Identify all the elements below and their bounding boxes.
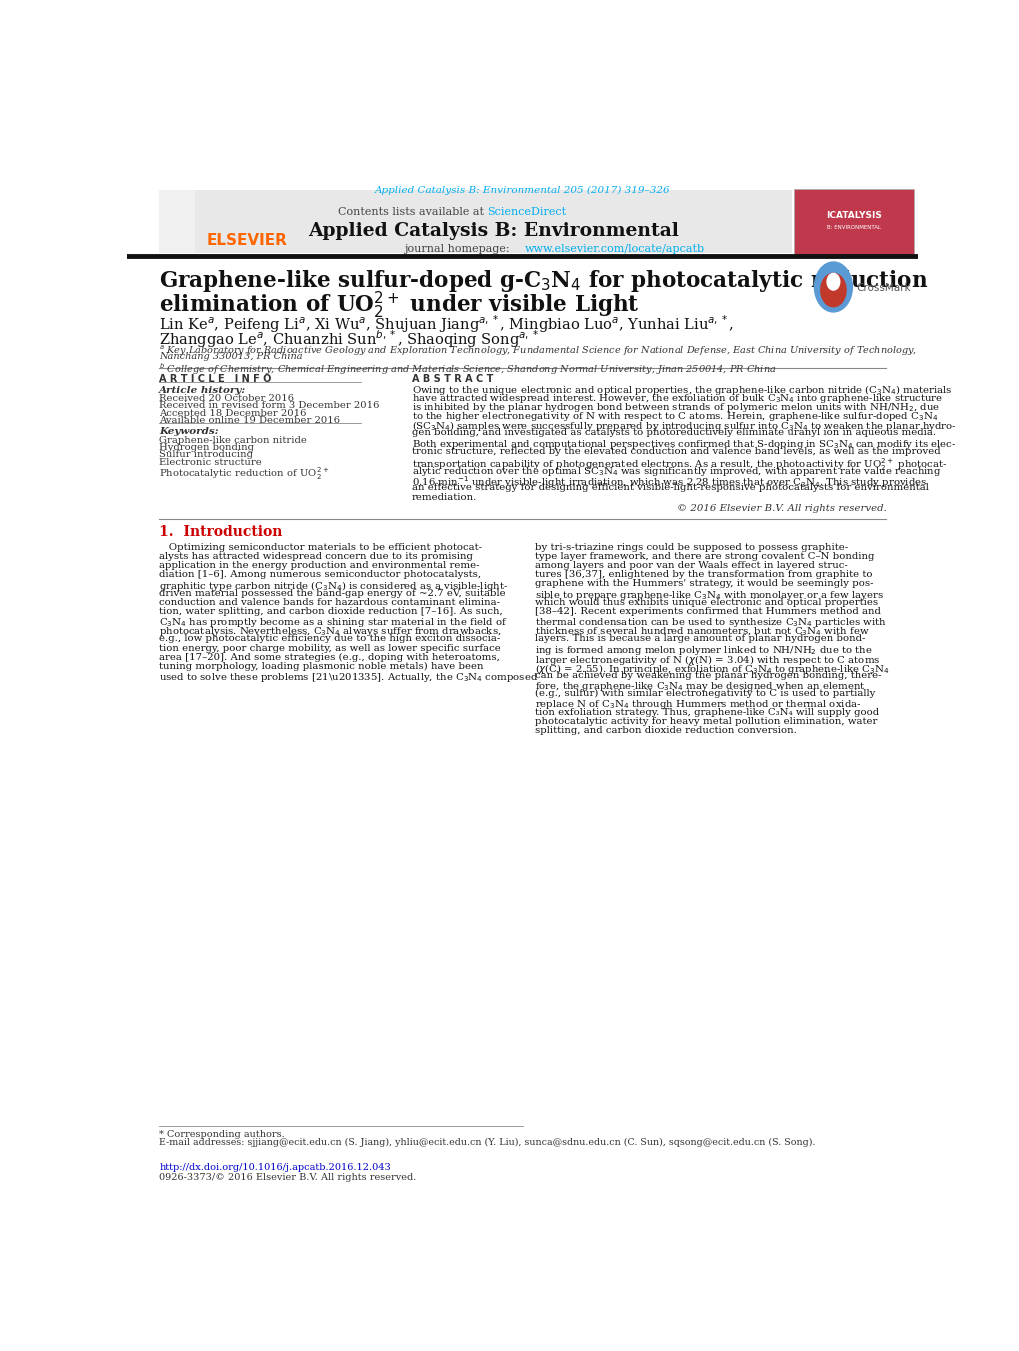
Text: © 2016 Elsevier B.V. All rights reserved.: © 2016 Elsevier B.V. All rights reserved…: [676, 504, 886, 513]
Text: Article history:: Article history:: [159, 386, 247, 394]
Text: gen bonding, and investigated as catalysts to photoreductively eliminate uranyl : gen bonding, and investigated as catalys…: [412, 428, 935, 438]
Text: www.elsevier.com/locate/apcatb: www.elsevier.com/locate/apcatb: [525, 245, 704, 254]
Text: photocatalytic activity for heavy metal pollution elimination, water: photocatalytic activity for heavy metal …: [534, 717, 876, 725]
Text: by tri-s-triazine rings could be supposed to possess graphite-: by tri-s-triazine rings could be suppose…: [534, 543, 847, 551]
Text: Graphene-like carbon nitride: Graphene-like carbon nitride: [159, 436, 307, 444]
Text: Both experimental and computational perspectives confirmed that S-doping in SC$_: Both experimental and computational pers…: [412, 438, 956, 451]
Text: Photocatalytic reduction of UO$_2^{2+}$: Photocatalytic reduction of UO$_2^{2+}$: [159, 465, 329, 482]
Text: fore, the graphene-like C$_3$N$_4$ may be designed when an element: fore, the graphene-like C$_3$N$_4$ may b…: [534, 680, 864, 693]
Text: $^b$ College of Chemistry, Chemical Engineering and Materials Science, Shandong : $^b$ College of Chemistry, Chemical Engi…: [159, 361, 775, 377]
Text: remediation.: remediation.: [412, 493, 477, 501]
Text: tion exfoliation strategy. Thus, graphene-like C₃N₄ will supply good: tion exfoliation strategy. Thus, graphen…: [534, 708, 878, 716]
Text: (SC$_3$N$_4$) samples were successfully prepared by introducing sulfur into C$_3: (SC$_3$N$_4$) samples were successfully …: [412, 419, 956, 434]
Text: Available online 19 December 2016: Available online 19 December 2016: [159, 416, 339, 426]
Circle shape: [826, 273, 839, 290]
Text: Lin Ke$^a$, Peifeng Li$^a$, Xi Wu$^a$, Shujuan Jiang$^{a,*}$, Mingbiao Luo$^a$, : Lin Ke$^a$, Peifeng Li$^a$, Xi Wu$^a$, S…: [159, 313, 734, 335]
Text: Owing to the unique electronic and optical properties, the graphene-like carbon : Owing to the unique electronic and optic…: [412, 382, 952, 397]
Text: to the higher electronegativity of N with respect to C atoms. Herein, graphene-l: to the higher electronegativity of N wit…: [412, 411, 937, 423]
Text: photocatalysis. Nevertheless, C$_3$N$_4$ always suffer from drawbacks,: photocatalysis. Nevertheless, C$_3$N$_4$…: [159, 626, 501, 638]
Text: thermal condensation can be used to synthesize C$_3$N$_4$ particles with: thermal condensation can be used to synt…: [534, 616, 886, 630]
Text: used to solve these problems [21\u201335]. Actually, the C$_3$N$_4$ composed: used to solve these problems [21\u201335…: [159, 671, 538, 684]
Text: A R T I C L E   I N F O: A R T I C L E I N F O: [159, 374, 271, 384]
Text: [38–42]. Recent experiments confirmed that Hummers method and: [38–42]. Recent experiments confirmed th…: [534, 607, 879, 616]
Text: elimination of UO$_2^{2+}$ under visible Light: elimination of UO$_2^{2+}$ under visible…: [159, 290, 639, 322]
Text: 1.  Introduction: 1. Introduction: [159, 526, 282, 539]
FancyBboxPatch shape: [159, 190, 195, 253]
Text: (e.g., sulfur) with similar electronegativity to C is used to partially: (e.g., sulfur) with similar electronegat…: [534, 689, 874, 698]
Text: diation [1–6]. Among numerous semiconductor photocatalysts,: diation [1–6]. Among numerous semiconduc…: [159, 570, 481, 580]
Text: ScienceDirect: ScienceDirect: [487, 207, 566, 218]
Text: Received 20 October 2016: Received 20 October 2016: [159, 394, 293, 403]
Text: splitting, and carbon dioxide reduction conversion.: splitting, and carbon dioxide reduction …: [534, 725, 796, 735]
Text: Zhanggao Le$^a$, Chuanzhi Sun$^{b,*}$, Shaoqing Song$^{a,*}$: Zhanggao Le$^a$, Chuanzhi Sun$^{b,*}$, S…: [159, 328, 539, 350]
Text: 0926-3373/© 2016 Elsevier B.V. All rights reserved.: 0926-3373/© 2016 Elsevier B.V. All right…: [159, 1173, 416, 1182]
Text: graphene with the Hummers' strategy, it would be seemingly pos-: graphene with the Hummers' strategy, it …: [534, 580, 872, 589]
Text: among layers and poor van der Waals effect in layered struc-: among layers and poor van der Waals effe…: [534, 561, 847, 570]
Text: ICATALYSIS: ICATALYSIS: [825, 211, 881, 220]
Text: sible to prepare graphene-like C$_3$N$_4$ with monolayer or a few layers: sible to prepare graphene-like C$_3$N$_4…: [534, 589, 882, 601]
Text: 0.16 min$^{-1}$ under visible-light irradiation, which was 2.28 times that over : 0.16 min$^{-1}$ under visible-light irra…: [412, 474, 926, 490]
Text: CrossMark: CrossMark: [856, 282, 910, 293]
Text: B: ENVIRONMENTAL: B: ENVIRONMENTAL: [826, 224, 880, 230]
Text: C$_3$N$_4$ has promptly become as a shining star material in the field of: C$_3$N$_4$ has promptly become as a shin…: [159, 616, 507, 630]
Text: thickness of several hundred nanometers, but not C$_3$N$_4$ with few: thickness of several hundred nanometers,…: [534, 626, 868, 638]
Text: an effective strategy for designing efficient visible-light-responsive photocata: an effective strategy for designing effi…: [412, 484, 928, 492]
Text: tures [36,37], enlightened by the transformation from graphite to: tures [36,37], enlightened by the transf…: [534, 570, 871, 580]
Text: transportation capability of photogenerated electrons. As a result, the photoact: transportation capability of photogenera…: [412, 455, 947, 473]
Text: Hydrogen bonding: Hydrogen bonding: [159, 443, 254, 453]
Text: Received in revised form 3 December 2016: Received in revised form 3 December 2016: [159, 401, 379, 411]
Text: e.g., low photocatalytic efficiency due to the high exciton dissocia-: e.g., low photocatalytic efficiency due …: [159, 635, 500, 643]
Circle shape: [813, 262, 852, 312]
Text: tion energy, poor charge mobility, as well as lower specific surface: tion energy, poor charge mobility, as we…: [159, 643, 500, 653]
Text: type layer framework, and there are strong covalent C–N bonding: type layer framework, and there are stro…: [534, 553, 873, 561]
Text: ELSEVIER: ELSEVIER: [206, 232, 287, 247]
Text: E-mail addresses: sjjiang@ecit.edu.cn (S. Jiang), yhliu@ecit.edu.cn (Y. Liu), su: E-mail addresses: sjjiang@ecit.edu.cn (S…: [159, 1138, 815, 1147]
Text: Electronic structure: Electronic structure: [159, 458, 262, 466]
Text: is inhibited by the planar hydrogen bond between strands of polymeric melon unit: is inhibited by the planar hydrogen bond…: [412, 401, 940, 413]
FancyBboxPatch shape: [793, 189, 913, 255]
Text: Optimizing semiconductor materials to be efficient photocat-: Optimizing semiconductor materials to be…: [159, 543, 482, 551]
Text: ($\chi$(C) = 2.55). In principle, exfoliation of C$_3$N$_4$ to graphene-like C$_: ($\chi$(C) = 2.55). In principle, exfoli…: [534, 662, 889, 676]
Text: alytic reduction over the optimal SC$_3$N$_4$ was significantly improved, with a: alytic reduction over the optimal SC$_3$…: [412, 465, 941, 478]
Text: tion, water splitting, and carbon dioxide reduction [7–16]. As such,: tion, water splitting, and carbon dioxid…: [159, 607, 502, 616]
Text: http://dx.doi.org/10.1016/j.apcatb.2016.12.043: http://dx.doi.org/10.1016/j.apcatb.2016.…: [159, 1163, 390, 1171]
Text: * Corresponding authors.: * Corresponding authors.: [159, 1129, 284, 1139]
Text: ing is formed among melon polymer linked to NH/NH$_2$ due to the: ing is formed among melon polymer linked…: [534, 643, 871, 657]
Text: $^a$ Key Laboratory for Radioactive Geology and Exploration Technology, Fundamen: $^a$ Key Laboratory for Radioactive Geol…: [159, 343, 916, 358]
Text: have attracted widespread interest. However, the exfoliation of bulk C$_3$N$_4$ : have attracted widespread interest. Howe…: [412, 392, 943, 405]
Text: A B S T R A C T: A B S T R A C T: [412, 374, 493, 384]
Circle shape: [820, 273, 845, 307]
Text: Graphene-like sulfur-doped g-C$_3$N$_4$ for photocatalytic reduction: Graphene-like sulfur-doped g-C$_3$N$_4$ …: [159, 269, 927, 295]
Text: Keywords:: Keywords:: [159, 427, 218, 436]
Text: Accepted 18 December 2016: Accepted 18 December 2016: [159, 408, 306, 417]
Text: Applied Catalysis B: Environmental: Applied Catalysis B: Environmental: [308, 223, 679, 240]
Text: application in the energy production and environmental reme-: application in the energy production and…: [159, 561, 479, 570]
Text: alysts has attracted widespread concern due to its promising: alysts has attracted widespread concern …: [159, 553, 473, 561]
Text: Sulfur introducing: Sulfur introducing: [159, 450, 253, 459]
Text: graphitic type carbon nitride (C$_3$N$_4$) is considered as a visible-light-: graphitic type carbon nitride (C$_3$N$_4…: [159, 580, 508, 593]
Text: can be achieved by weakening the planar hydrogen bonding, there-: can be achieved by weakening the planar …: [534, 671, 880, 680]
Text: conduction and valence bands for hazardous contaminant elimina-: conduction and valence bands for hazardo…: [159, 597, 499, 607]
Text: tronic structure, reflected by the elevated conduction and valence band levels, : tronic structure, reflected by the eleva…: [412, 447, 940, 455]
Text: which would thus exhibits unique electronic and optical properties: which would thus exhibits unique electro…: [534, 597, 877, 607]
FancyBboxPatch shape: [195, 190, 791, 253]
Text: larger electronegativity of N ($\chi$(N) = 3.04) with respect to C atoms: larger electronegativity of N ($\chi$(N)…: [534, 653, 879, 666]
Text: area [17–20]. And some strategies (e.g., doping with heteroatoms,: area [17–20]. And some strategies (e.g.,…: [159, 653, 499, 662]
Text: layers. This is because a large amount of planar hydrogen bond-: layers. This is because a large amount o…: [534, 635, 864, 643]
Text: Contents lists available at: Contents lists available at: [337, 207, 487, 218]
Text: replace N of C$_3$N$_4$ through Hummers method or thermal oxida-: replace N of C$_3$N$_4$ through Hummers …: [534, 698, 860, 712]
Text: journal homepage:: journal homepage:: [404, 245, 513, 254]
Text: driven material possessed the band-gap energy of ~2.7 eV, suitable: driven material possessed the band-gap e…: [159, 589, 505, 597]
Text: tuning morphology, loading plasmonic noble metals) have been: tuning morphology, loading plasmonic nob…: [159, 662, 483, 671]
Text: Applied Catalysis B: Environmental 205 (2017) 319–326: Applied Catalysis B: Environmental 205 (…: [375, 186, 669, 195]
Text: Nanchang 330013, PR China: Nanchang 330013, PR China: [159, 353, 303, 362]
